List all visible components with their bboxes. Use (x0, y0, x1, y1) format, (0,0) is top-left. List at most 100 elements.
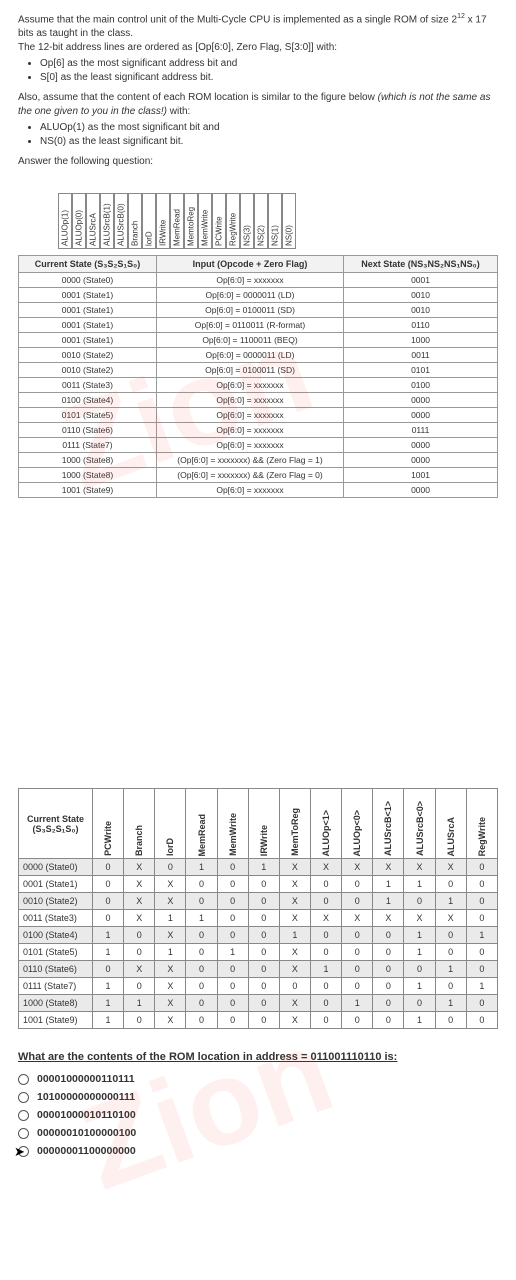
state-cell: 0100 (State4) (19, 393, 157, 408)
signal-cell: 0 (342, 876, 373, 893)
intro-p4: Answer the following question: (18, 155, 498, 169)
signal-cell: 0 (373, 944, 404, 961)
signal-cell: X (279, 944, 310, 961)
bit-header-row: ALUOp(1)ALUOp(0)ALUSrcAALUSrcB(1)ALUSrcB… (58, 179, 498, 249)
signal-header: ALUOp<0> (342, 789, 373, 859)
signal-cell: 1 (404, 927, 435, 944)
intro-p3a: Also, assume that the content of each RO… (18, 92, 378, 103)
radio-icon[interactable] (18, 1074, 29, 1085)
state-table-header: Current State (S₃S₂S₁S₀) (19, 256, 157, 273)
signal-cell: 0 (342, 927, 373, 944)
signal-cell: X (279, 995, 310, 1012)
state-cell: 0011 (344, 348, 498, 363)
state-cell: Op[6:0] = xxxxxxx (156, 393, 343, 408)
signal-header: ALUSrcA (435, 789, 466, 859)
state-cell: Op[6:0] = 0000011 (LD) (156, 348, 343, 363)
bit-label: MemRead (170, 193, 184, 249)
signal-cell: 0 (435, 944, 466, 961)
signal-cell: 0 (342, 961, 373, 978)
signal-cell: 0 (310, 893, 341, 910)
signal-cell: X (155, 995, 186, 1012)
signal-header: RegWrite (466, 789, 497, 859)
signal-cell: 0 (186, 876, 217, 893)
signal-cell: X (279, 876, 310, 893)
signal-cell: 1 (404, 978, 435, 995)
signal-cell: X (279, 893, 310, 910)
state-cell: 0101 (State5) (19, 408, 157, 423)
signal-cell: 0 (310, 978, 341, 995)
signal-cell: 0 (435, 978, 466, 995)
signal-cell: X (155, 1012, 186, 1029)
signal-cell: X (124, 876, 155, 893)
signal-cell: X (310, 910, 341, 927)
state-cell: 0010 (State2) (19, 363, 157, 378)
signal-cell: 1 (93, 927, 124, 944)
signal-cell: 1 (124, 995, 155, 1012)
state-cell: 1001 (344, 468, 498, 483)
signal-cell: 0 (217, 876, 248, 893)
state-cell: Op[6:0] = xxxxxxx (156, 273, 343, 288)
signal-cell: 0 (93, 859, 124, 876)
radio-icon[interactable] (18, 1092, 29, 1103)
row-label: 0010 (State2) (19, 893, 93, 910)
signal-cell: 0 (466, 944, 497, 961)
control-signals-table: Current State (S₃S₂S₁S₀)PCWriteBranchlor… (18, 788, 498, 1029)
instructions: Assume that the main control unit of the… (18, 12, 498, 169)
signal-cell: X (373, 910, 404, 927)
state-cell: 0010 (344, 303, 498, 318)
signal-cell: 0 (342, 944, 373, 961)
signal-cell: 0 (373, 1012, 404, 1029)
signal-cell: 0 (124, 1012, 155, 1029)
row-label: 0111 (State7) (19, 978, 93, 995)
signal-cell: 0 (217, 893, 248, 910)
bit-label: ALUOp(0) (72, 193, 86, 249)
state-cell: 0000 (344, 408, 498, 423)
option-row[interactable]: 00000001100000000 (18, 1145, 498, 1157)
signal-cell: 1 (217, 944, 248, 961)
signal-cell: X (404, 910, 435, 927)
signal-cell: 1 (435, 961, 466, 978)
signal-header: Branch (124, 789, 155, 859)
signal-cell: X (279, 859, 310, 876)
signal-cell: 0 (466, 859, 497, 876)
bullet-2: S[0] as the least significant address bi… (40, 71, 498, 85)
state-cell: 0001 (344, 273, 498, 288)
state-cell: Op[6:0] = 0110011 (R-format) (156, 318, 343, 333)
radio-icon[interactable] (18, 1110, 29, 1121)
signal-cell: 0 (466, 910, 497, 927)
radio-icon[interactable] (18, 1128, 29, 1139)
row-label: 1001 (State9) (19, 1012, 93, 1029)
signal-header: IRWrite (248, 789, 279, 859)
signal-cell: X (279, 961, 310, 978)
state-cell: 0000 (344, 453, 498, 468)
corner-header: Current State (S₃S₂S₁S₀) (19, 789, 93, 859)
bit-label: NS(3) (240, 193, 254, 249)
state-cell: Op[6:0] = 0100011 (SD) (156, 303, 343, 318)
state-cell: 0101 (344, 363, 498, 378)
signal-cell: 1 (373, 893, 404, 910)
state-cell: 0010 (344, 288, 498, 303)
signal-cell: 0 (466, 1012, 497, 1029)
signal-cell: 0 (435, 1012, 466, 1029)
state-cell: 0110 (State6) (19, 423, 157, 438)
option-text: 10100000000000111 (37, 1091, 135, 1103)
option-row[interactable]: 00001000000110111 (18, 1073, 498, 1085)
signal-cell: 0 (310, 1012, 341, 1029)
signal-cell: 1 (248, 859, 279, 876)
signal-cell: 0 (93, 876, 124, 893)
signal-cell: 0 (279, 978, 310, 995)
bit-label: Branch (128, 193, 142, 249)
state-cell: 0100 (344, 378, 498, 393)
signal-cell: 0 (373, 995, 404, 1012)
signal-cell: 0 (186, 978, 217, 995)
option-row[interactable]: 00000010100000100 (18, 1127, 498, 1139)
row-label: 0100 (State4) (19, 927, 93, 944)
signal-cell: 0 (217, 978, 248, 995)
option-row[interactable]: 10100000000000111 (18, 1091, 498, 1103)
state-cell: Op[6:0] = 0000011 (LD) (156, 288, 343, 303)
option-row[interactable]: 00001000010110100 (18, 1109, 498, 1121)
signal-cell: 1 (186, 910, 217, 927)
signal-cell: 1 (404, 944, 435, 961)
state-cell: 0001 (State1) (19, 288, 157, 303)
signal-cell: 0 (186, 961, 217, 978)
